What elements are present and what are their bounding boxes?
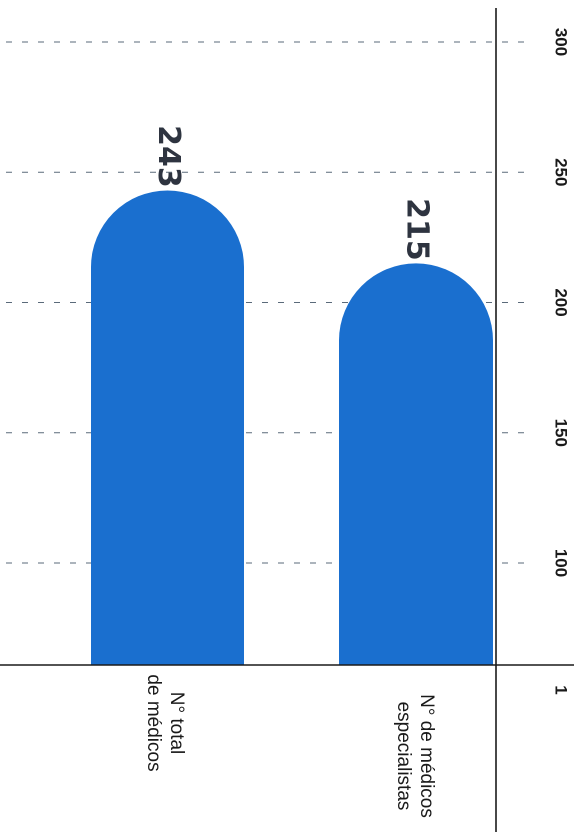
chart-body: 1 100 150 200 250 300 243 215 N° totalde médic… (0, 8, 574, 832)
axes (0, 8, 574, 832)
tick-labels: 1 100 150 200 250 300 (552, 28, 571, 695)
category-label-line: especialistas (393, 702, 414, 811)
tick-label-300: 300 (552, 28, 571, 56)
bar-1 (91, 190, 244, 665)
category-label-line: de médicos (143, 674, 164, 771)
tick-label-150: 150 (552, 419, 571, 447)
category-label-line: N° total (166, 692, 187, 755)
value-label-2: 215 (400, 198, 435, 261)
category-labels: N° totalde médicos N° de médicosespeciali… (143, 674, 437, 817)
category-label-2: N° de médicosespecialistas (393, 694, 437, 818)
category-label-line: N° de médicos (416, 694, 437, 818)
value-labels: 243 215 (151, 125, 435, 261)
tick-label-200: 200 (552, 288, 571, 316)
tick-label-1: 1 (552, 685, 571, 694)
tick-label-250: 250 (552, 158, 571, 186)
tick-label-100: 100 (552, 549, 571, 577)
bar-2 (339, 263, 493, 665)
bars (91, 190, 493, 665)
category-label-1: N° totalde médicos (143, 674, 187, 771)
value-label-1: 243 (151, 125, 186, 188)
